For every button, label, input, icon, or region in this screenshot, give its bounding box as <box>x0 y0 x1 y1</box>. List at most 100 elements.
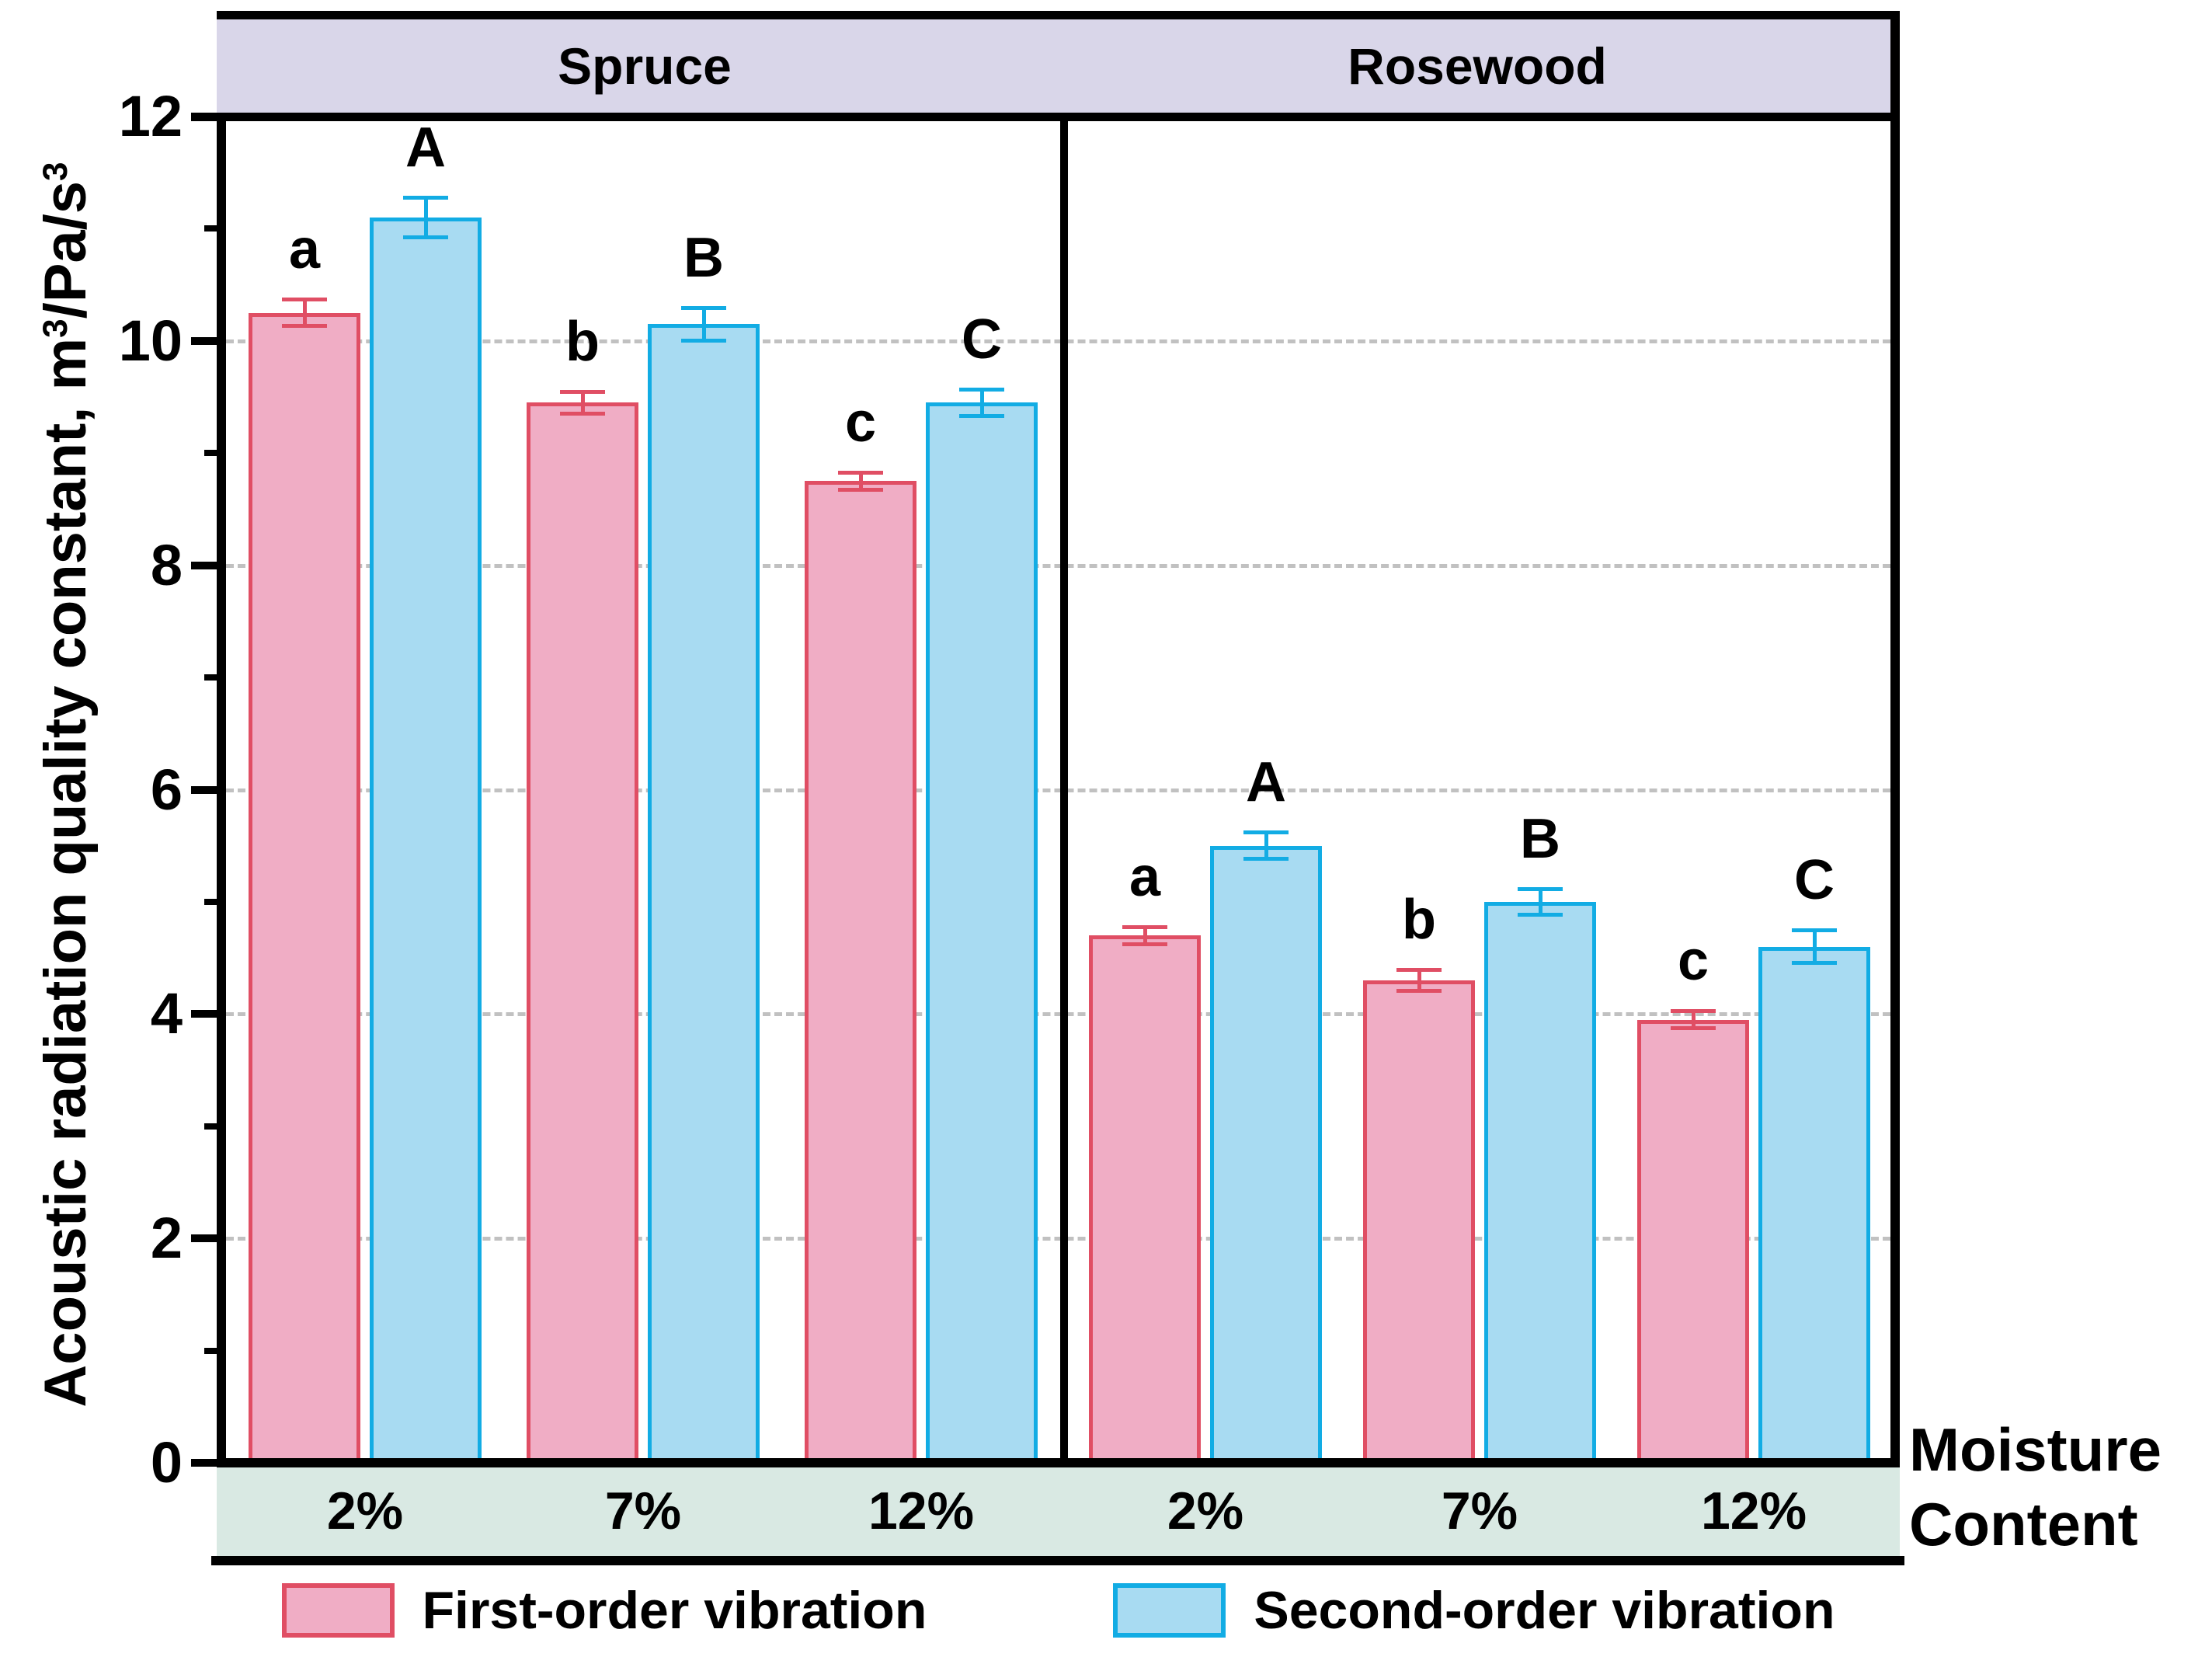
bar <box>527 402 638 1463</box>
second-order-swatch-icon <box>1113 1583 1226 1638</box>
y-minor-tick <box>204 225 226 231</box>
error-bar-cap <box>282 324 327 328</box>
error-bar-cap <box>1792 961 1837 965</box>
bar <box>1758 947 1870 1463</box>
error-bar-cap <box>1518 913 1563 917</box>
gridline <box>226 339 1890 343</box>
error-bar-cap <box>403 196 448 200</box>
x-axis-title-line1: Moisture <box>1909 1415 2162 1484</box>
significance-letter: a <box>1129 846 1161 908</box>
x-axis-baseline <box>217 1458 1900 1467</box>
x-category-label: 7% <box>1441 1481 1518 1540</box>
error-bar-cap <box>838 488 883 492</box>
y-major-tick <box>191 562 226 569</box>
y-axis-title-mid: /Pa/s <box>33 180 99 319</box>
y-minor-tick <box>204 1123 226 1130</box>
y-major-tick <box>191 1010 226 1018</box>
x-category-label: 12% <box>1700 1481 1807 1540</box>
header-band <box>217 19 1900 113</box>
error-bar <box>1692 1011 1696 1029</box>
panel-divider <box>1060 117 1068 1463</box>
legend-label-second-order: Second-order vibration <box>1254 1581 1835 1640</box>
y-major-tick <box>191 786 226 794</box>
y-major-tick <box>191 337 226 345</box>
error-bar-cap <box>1396 968 1442 972</box>
bar <box>1089 935 1201 1463</box>
error-bar-cap <box>560 412 605 416</box>
significance-letter: C <box>962 308 1002 371</box>
legend-label-first-order: First-order vibration <box>422 1581 927 1640</box>
y-minor-tick <box>204 450 226 456</box>
bar <box>370 218 482 1463</box>
legend: First-order vibration Second-order vibra… <box>217 1575 1900 1645</box>
bar <box>648 324 760 1463</box>
error-bar-cap <box>959 414 1004 418</box>
x-axis-title-line2: Content <box>1909 1490 2138 1558</box>
error-bar <box>424 197 428 238</box>
bar <box>249 313 360 1463</box>
x-category-band <box>217 1467 1900 1556</box>
y-tick-label: 10 <box>118 308 183 373</box>
gridline <box>226 788 1890 792</box>
error-bar-cap <box>282 298 327 301</box>
y-major-tick <box>191 113 226 120</box>
significance-letter: A <box>1246 751 1286 813</box>
legend-item-first-order: First-order vibration <box>281 1575 927 1645</box>
error-bar <box>1813 930 1817 963</box>
gridline <box>226 564 1890 568</box>
gridline <box>226 1237 1890 1241</box>
error-bar-cap <box>1671 1009 1716 1013</box>
error-bar <box>581 392 585 414</box>
y-tick-label: 12 <box>118 84 183 148</box>
error-bar-cap <box>1518 887 1563 891</box>
bar <box>805 481 916 1463</box>
significance-letter: B <box>683 227 724 289</box>
error-bar-cap <box>1122 942 1167 946</box>
error-bar-cap <box>838 471 883 475</box>
error-bar <box>980 389 984 416</box>
bar <box>1637 1020 1749 1463</box>
error-bar-cap <box>959 388 1004 392</box>
significance-letter: a <box>288 218 321 280</box>
significance-letter: B <box>1520 808 1560 870</box>
error-bar-cap <box>403 235 448 239</box>
error-bar <box>1539 889 1542 916</box>
error-bar-cap <box>1243 830 1289 834</box>
y-major-tick <box>191 1459 226 1467</box>
x-category-label: 7% <box>604 1481 682 1540</box>
y-tick-label: 6 <box>150 757 183 822</box>
x-category-band-bottom-border <box>211 1556 1904 1565</box>
significance-letter: b <box>1402 889 1436 951</box>
bar <box>926 402 1038 1463</box>
error-bar-cap <box>1792 928 1837 932</box>
significance-letter: c <box>1677 930 1709 992</box>
y-major-tick <box>191 1234 226 1242</box>
bar <box>1363 980 1475 1463</box>
bar <box>1484 902 1596 1463</box>
significance-letter: b <box>565 311 600 373</box>
header-band-top-border <box>217 11 1900 19</box>
bar <box>1210 846 1322 1463</box>
significance-letter: c <box>844 392 877 454</box>
error-bar <box>1417 970 1421 992</box>
first-order-swatch-icon <box>281 1583 395 1638</box>
x-category-label: 2% <box>326 1481 404 1540</box>
error-bar-cap <box>681 339 726 343</box>
y-tick-label: 2 <box>150 1206 183 1270</box>
y-axis-title-sup1: 3 <box>37 319 75 338</box>
error-bar-cap <box>1243 857 1289 861</box>
panel-header-rosewood: Rosewood <box>1348 37 1607 95</box>
legend-item-second-order: Second-order vibration <box>1113 1575 1835 1645</box>
y-tick-label: 8 <box>150 533 183 597</box>
error-bar <box>702 308 706 341</box>
error-bar <box>303 299 307 326</box>
y-minor-tick <box>204 1348 226 1354</box>
error-bar-cap <box>681 306 726 310</box>
error-bar <box>859 472 863 490</box>
gridline <box>226 1012 1890 1016</box>
panel-header-spruce: Spruce <box>558 37 732 95</box>
y-minor-tick <box>204 674 226 681</box>
y-axis-title-sup2: 3 <box>37 162 75 181</box>
plot-right-border <box>1890 11 1900 1467</box>
significance-letter: C <box>1794 849 1835 911</box>
